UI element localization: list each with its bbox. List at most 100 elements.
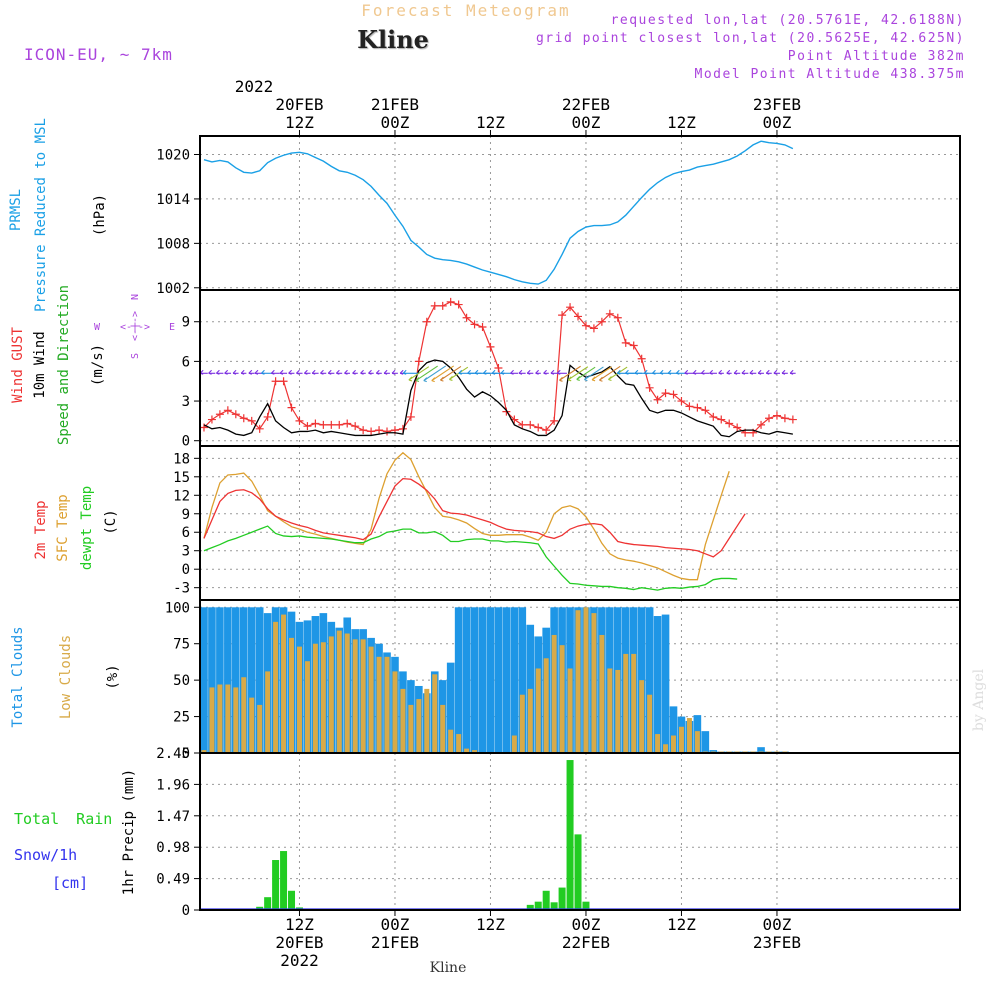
wind-direction-arrowhead	[599, 376, 603, 382]
low-cloud-bar	[249, 697, 255, 753]
low-cloud-bar	[647, 694, 653, 753]
low-cloud-bar	[392, 671, 398, 753]
y-tick-label: 2.45	[156, 746, 190, 762]
gust-point	[239, 414, 248, 423]
wind-direction-arrowhead	[474, 369, 479, 375]
top-time-label: 00Z	[763, 113, 792, 132]
low-cloud-bar	[535, 668, 541, 753]
y-tick-label: 0	[182, 562, 190, 578]
gust-point	[215, 410, 224, 419]
y-tick-label: 0.49	[156, 872, 190, 888]
bottom-time-label: 00Z	[381, 915, 410, 934]
gust-point	[351, 422, 360, 431]
y-tick-label: 6	[182, 354, 190, 370]
wind-direction-arrowhead	[608, 376, 612, 382]
precip-unit: 1hr Precip (mm)	[121, 769, 137, 895]
gust-point	[566, 303, 575, 312]
gust-point	[669, 390, 678, 399]
y-tick-label: 9	[182, 507, 190, 523]
wind-direction-arrowhead	[500, 369, 505, 375]
gust-point	[207, 415, 216, 424]
wind-direction-arrowhead	[320, 369, 324, 375]
low-cloud-bar	[344, 633, 350, 753]
wind-direction-arrowhead	[692, 369, 697, 375]
low-cloud-bar	[432, 674, 438, 753]
wind-direction-arrowhead	[709, 369, 714, 375]
gust-point	[287, 403, 296, 412]
rain-bar	[534, 901, 542, 910]
axis-labels: 10021008101410200369-3036912151802550751…	[156, 95, 801, 970]
y-tick-label: 15	[173, 470, 190, 486]
low-cloud-bar	[607, 668, 613, 753]
pressure-unit: (hPa)	[92, 194, 108, 236]
sfc-temp-line	[203, 451, 730, 581]
gust-point	[454, 300, 463, 309]
gust-point	[574, 312, 583, 321]
wind-direction-arrowhead	[431, 377, 436, 383]
wind-direction-arrowhead	[718, 369, 723, 375]
y-tick-label: 1002	[156, 281, 190, 297]
gust-point	[199, 423, 208, 432]
wind-direction-arrowhead	[701, 369, 705, 375]
wind-direction-arrowhead	[526, 369, 531, 375]
wind-direction-arrowhead	[482, 369, 487, 375]
gust-point	[637, 354, 646, 363]
wind-direction-arrowhead	[208, 369, 212, 375]
gust-point	[319, 420, 328, 429]
wind-direction-arrowhead	[567, 376, 572, 382]
wind-direction-arrowhead	[288, 369, 293, 375]
wind-direction-arrowhead	[368, 369, 372, 375]
gust-point	[518, 420, 527, 429]
total-cloud-bar	[224, 607, 232, 753]
wind-direction-arrowhead	[415, 377, 420, 383]
low-cloud-bar	[265, 671, 271, 753]
total-cloud-bar	[486, 607, 495, 753]
y-tick-label: 3	[182, 394, 190, 410]
total-rain-label: Total Rain	[14, 810, 112, 828]
gust-point	[327, 420, 336, 429]
panel-frame	[199, 445, 961, 601]
low-cloud-bar	[336, 630, 342, 753]
low-cloud-bar	[209, 687, 215, 753]
top-time-label: 00Z	[381, 113, 410, 132]
snow-label: Snow/1h	[14, 846, 77, 864]
gust-point	[733, 423, 742, 432]
wind-direction-arrowhead	[344, 369, 348, 375]
y-tick-label: 1008	[156, 236, 190, 252]
rain-bar	[558, 887, 566, 910]
wind-direction-arrowhead	[518, 369, 523, 375]
wind-direction-arrowhead	[559, 376, 563, 382]
wind-direction-arrowhead	[375, 369, 380, 375]
low-cloud-bar	[663, 744, 669, 753]
low-cloud-bar	[217, 684, 223, 753]
gust-point	[263, 412, 272, 421]
wind-direction-arrowhead	[327, 369, 332, 375]
low-cloud-bar	[591, 613, 597, 753]
total-cloud-bar	[454, 607, 463, 753]
gust-point	[629, 341, 638, 350]
wind-gust-label: Wind GUST	[10, 327, 26, 403]
wind-direction-arrowhead	[402, 369, 407, 375]
wind-direction-arrowhead	[659, 369, 664, 375]
pressure-line	[203, 140, 794, 285]
low-cloud-bar	[360, 639, 366, 753]
gust-point	[693, 403, 702, 412]
gust-point	[701, 406, 710, 415]
clouds-unit: (%)	[105, 664, 121, 689]
wind-direction-arrowhead	[749, 369, 754, 375]
low-cloud-bar	[328, 636, 334, 753]
model-altitude: Model Point Altitude 438.375m	[695, 67, 965, 82]
gust-point	[661, 389, 670, 398]
requested-coords: requested lon,lat (20.5761E, 42.6188N)	[611, 13, 965, 28]
total-cloud-bar	[510, 607, 519, 753]
gust-point	[542, 426, 551, 435]
gust-point	[430, 301, 439, 310]
total-cloud-bar	[518, 607, 527, 753]
gust-point	[765, 414, 774, 423]
gust-point	[295, 416, 304, 425]
wind-direction-arrowhead	[733, 369, 738, 375]
wind-direction-arrowhead	[311, 369, 316, 375]
gust-point	[422, 317, 431, 326]
gust-point	[383, 427, 392, 436]
gust-point	[247, 416, 256, 425]
